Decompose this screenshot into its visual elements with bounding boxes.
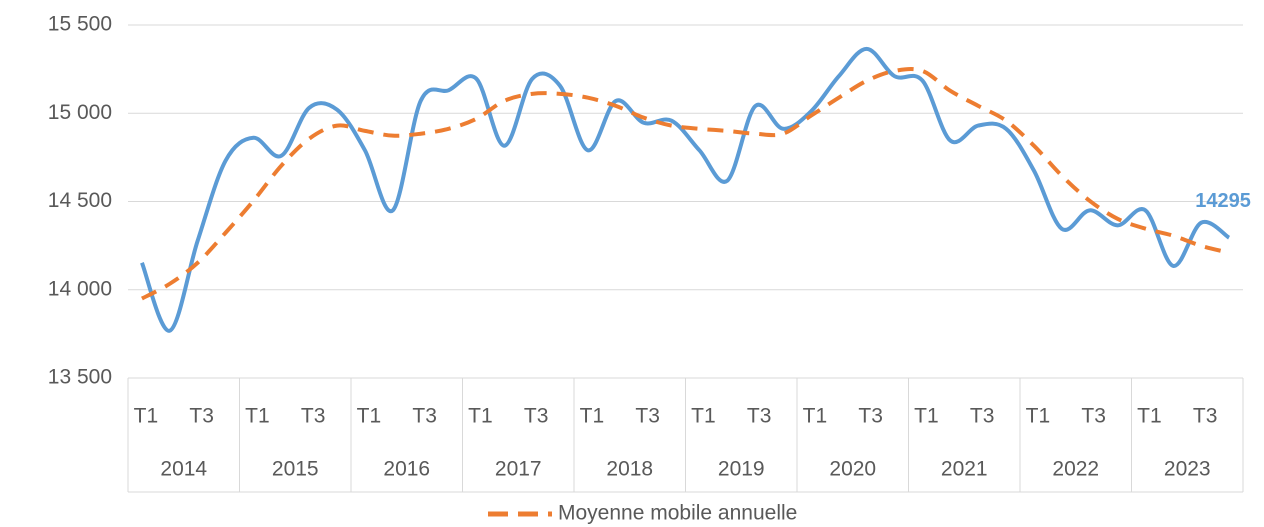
x-tick-label: T1 (468, 405, 493, 428)
y-tick-label: 14 000 (48, 277, 112, 300)
x-tick-label: T1 (134, 405, 159, 428)
x-tick-label: T3 (1081, 405, 1106, 428)
x-group-label: 2018 (606, 458, 653, 481)
x-tick-label: T1 (1137, 405, 1162, 428)
legend-label: Moyenne mobile annuelle (558, 502, 797, 525)
x-tick-label: T3 (524, 405, 549, 428)
y-tick-label: 15 500 (48, 13, 112, 36)
chart: 13 500 14 000 14 500 15 000 15 500 T1 T3 T1 T3 T1… (0, 0, 1264, 527)
x-tick-label: T1 (914, 405, 939, 428)
x-tick-label: T1 (803, 405, 828, 428)
x-tick-label: T3 (189, 405, 214, 428)
x-tick-label: T3 (747, 405, 772, 428)
x-tick-label: T3 (301, 405, 326, 428)
data-label: 14295 (1195, 190, 1251, 212)
x-group-label: 2017 (495, 458, 542, 481)
y-tick-label: 15 000 (48, 101, 112, 124)
x-tick-label: T3 (858, 405, 883, 428)
x-tick-label: T1 (691, 405, 716, 428)
x-tick-label: T1 (1026, 405, 1051, 428)
x-tick-label: T1 (580, 405, 605, 428)
x-group-label: 2015 (272, 458, 319, 481)
x-tick-label: T3 (635, 405, 660, 428)
x-group-label: 2016 (383, 458, 430, 481)
x-group-label: 2019 (718, 458, 765, 481)
x-tick-label: T3 (412, 405, 437, 428)
x-tick-label: T1 (245, 405, 270, 428)
y-tick-label: 14 500 (48, 189, 112, 212)
series-line (142, 49, 1229, 331)
x-group-label: 2021 (941, 458, 988, 481)
y-tick-label: 13 500 (48, 366, 112, 389)
x-tick-label: T1 (357, 405, 382, 428)
x-tick-label: T3 (970, 405, 995, 428)
x-group-label: 2023 (1164, 458, 1211, 481)
series-line (142, 69, 1229, 299)
x-tick-label: T3 (1193, 405, 1218, 428)
x-group-label: 2022 (1052, 458, 1099, 481)
x-group-label: 2020 (829, 458, 876, 481)
x-group-label: 2014 (160, 458, 207, 481)
